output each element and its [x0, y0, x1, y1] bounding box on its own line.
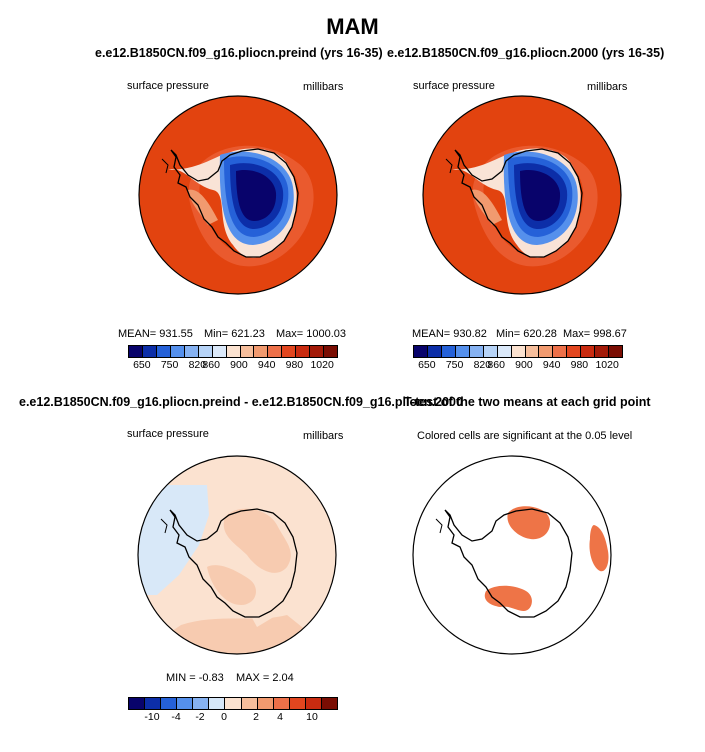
panel3-variable-label: surface pressure — [127, 428, 209, 440]
colorbar-swatch — [257, 698, 274, 709]
panel1-max: Max= 1000.03 — [276, 328, 347, 340]
colorbar-swatch — [567, 346, 582, 357]
panel3-polar-map — [137, 455, 337, 655]
colorbar-swatch — [198, 346, 213, 357]
colorbar-tick-label: 980 — [570, 359, 589, 371]
colorbar-swatch — [170, 346, 185, 357]
colorbar-swatch — [142, 346, 157, 357]
panel2-colorbar — [413, 345, 623, 358]
colorbar-swatch — [511, 346, 526, 357]
colorbar-tick-label: 980 — [285, 359, 304, 371]
colorbar-swatch — [525, 346, 540, 357]
colorbar-swatch — [177, 698, 194, 709]
colorbar-swatch — [609, 346, 623, 357]
panel4-polar-map — [412, 455, 612, 655]
colorbar-swatch — [321, 698, 338, 709]
colorbar-swatch — [226, 346, 241, 357]
colorbar-tick-label: 4 — [277, 711, 283, 723]
panel2-min: Min= 620.28 — [496, 328, 557, 340]
colorbar-tick-label: -2 — [195, 711, 205, 723]
colorbar-swatch — [469, 346, 484, 357]
panel3-max: MAX = 2.04 — [236, 672, 294, 684]
colorbar-tick-label: 750 — [160, 359, 179, 371]
colorbar-tick-label: 10 — [306, 711, 318, 723]
panel1-units-label: millibars — [303, 81, 344, 93]
colorbar-tick-label: 860 — [487, 359, 505, 371]
panel2-polar-map — [422, 95, 622, 295]
colorbar-swatch — [324, 346, 338, 357]
colorbar-swatch — [184, 346, 199, 357]
colorbar-swatch — [193, 698, 210, 709]
main-title: MAM — [326, 14, 379, 39]
colorbar-swatch — [161, 698, 178, 709]
colorbar-swatch — [268, 346, 283, 357]
colorbar-swatch — [483, 346, 498, 357]
panel1-polar-map — [138, 95, 338, 295]
colorbar-swatch — [145, 698, 162, 709]
colorbar-swatch — [209, 698, 226, 709]
colorbar-tick-label: 820 — [473, 359, 492, 371]
colorbar-swatch — [427, 346, 442, 357]
panel1-min: Min= 621.23 — [204, 328, 265, 340]
colorbar-tick-label: -4 — [171, 711, 181, 723]
colorbar-tick-label: 900 — [230, 359, 248, 371]
panel3-colorbar — [128, 697, 338, 710]
panel2-units-label: millibars — [587, 81, 628, 93]
colorbar-tick-label: 940 — [542, 359, 561, 371]
colorbar-tick-label: 900 — [515, 359, 533, 371]
panel2-mean: MEAN= 930.82 — [412, 328, 487, 340]
colorbar-tick-label: 1020 — [595, 359, 619, 371]
colorbar-swatch — [129, 698, 146, 709]
colorbar-swatch — [241, 698, 258, 709]
panel3-min: MIN = -0.83 — [166, 672, 224, 684]
colorbar-swatch — [581, 346, 596, 357]
colorbar-swatch — [156, 346, 171, 357]
colorbar-tick-label: 820 — [188, 359, 207, 371]
colorbar-swatch — [455, 346, 470, 357]
colorbar-tick-label: 940 — [257, 359, 276, 371]
colorbar-swatch — [240, 346, 255, 357]
panel3-title: e.e12.B1850CN.f09_g16.pliocn.preind - e.… — [19, 395, 463, 409]
panel2-title: e.e12.B1850CN.f09_g16.pliocn.2000 (yrs 1… — [387, 46, 665, 60]
colorbar-swatch — [289, 698, 306, 709]
panel4-title: T-test of the two means at each grid poi… — [404, 395, 651, 409]
panel1-title: e.e12.B1850CN.f09_g16.pliocn.preind (yrs… — [95, 46, 383, 60]
panel3-units-label: millibars — [303, 430, 344, 442]
colorbar-tick-label: 1020 — [310, 359, 334, 371]
panel4-subtitle: Colored cells are significant at the 0.0… — [417, 430, 633, 442]
colorbar-swatch — [254, 346, 269, 357]
colorbar-tick-label: 2 — [253, 711, 259, 723]
panel1-mean: MEAN= 931.55 — [118, 328, 193, 340]
colorbar-swatch — [282, 346, 297, 357]
colorbar-swatch — [553, 346, 568, 357]
colorbar-swatch — [296, 346, 311, 357]
colorbar-swatch — [539, 346, 554, 357]
colorbar-swatch — [273, 698, 290, 709]
colorbar-swatch — [414, 346, 428, 357]
panel1-colorbar — [128, 345, 338, 358]
panel2-variable-label: surface pressure — [413, 80, 495, 92]
colorbar-tick-label: 650 — [418, 359, 436, 371]
colorbar-swatch — [129, 346, 143, 357]
panel2-max: Max= 998.67 — [563, 328, 627, 340]
colorbar-swatch — [497, 346, 512, 357]
colorbar-swatch — [225, 698, 242, 709]
colorbar-tick-label: 860 — [202, 359, 220, 371]
colorbar-swatch — [441, 346, 456, 357]
colorbar-tick-label: 650 — [133, 359, 151, 371]
colorbar-swatch — [212, 346, 227, 357]
colorbar-tick-label: -10 — [144, 711, 160, 723]
colorbar-swatch — [310, 346, 325, 357]
colorbar-tick-label: 750 — [445, 359, 464, 371]
colorbar-swatch — [305, 698, 322, 709]
colorbar-tick-label: 0 — [221, 711, 227, 723]
colorbar-swatch — [595, 346, 610, 357]
panel1-variable-label: surface pressure — [127, 80, 209, 92]
